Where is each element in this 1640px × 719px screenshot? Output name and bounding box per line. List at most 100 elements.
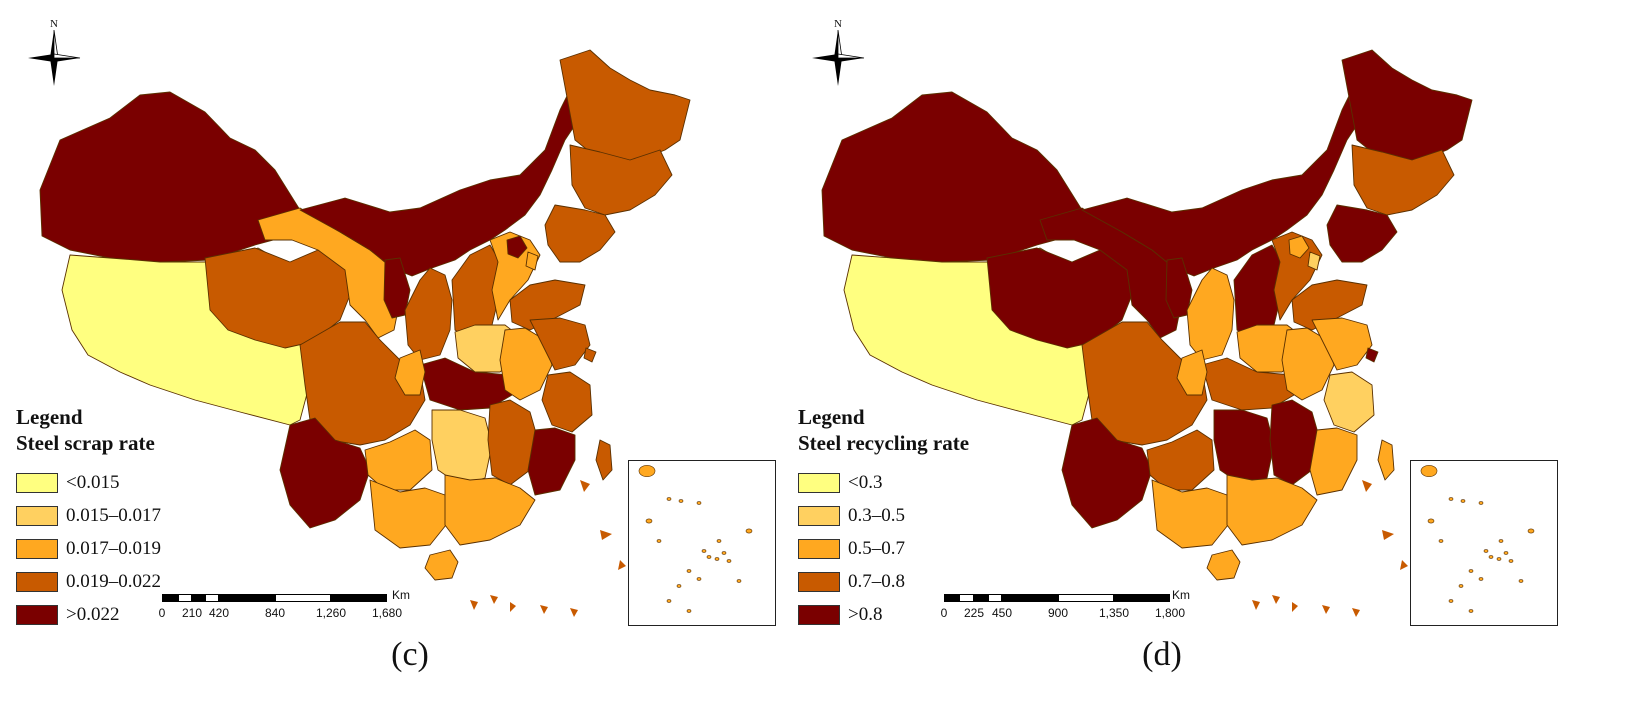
legend-item: >0.022 xyxy=(16,598,161,631)
province-yunnan xyxy=(1061,417,1153,529)
province-anhui xyxy=(499,327,553,401)
island xyxy=(1322,605,1330,614)
province-guangdong xyxy=(1226,474,1318,546)
inset-island xyxy=(1478,577,1484,581)
scale-tick: 0 xyxy=(940,606,948,620)
inset-island xyxy=(721,551,727,555)
island xyxy=(540,605,548,614)
scale-tick: 450 xyxy=(991,606,1013,620)
legend-subtitle: Steel scrap rate xyxy=(16,431,155,455)
island xyxy=(1252,600,1260,610)
province-qinghai xyxy=(204,247,353,349)
province-anhui xyxy=(1281,327,1335,401)
inset-island xyxy=(1496,557,1502,561)
legend-title: Legend xyxy=(798,405,865,429)
compass-icon xyxy=(28,29,81,86)
legend-swatch xyxy=(16,472,58,493)
inset-island xyxy=(1427,518,1435,524)
inset-island xyxy=(686,569,692,573)
legend: Legend Steel scrap rate <0.015 0.015–0.0… xyxy=(16,404,161,631)
province-inner-mongolia xyxy=(1081,71,1378,277)
province-xinjiang xyxy=(39,91,301,263)
province-taiwan xyxy=(595,439,613,481)
province-taiwan xyxy=(1377,439,1395,481)
inset-island xyxy=(645,518,653,524)
south-china-sea-inset xyxy=(628,460,776,626)
inset-island xyxy=(666,497,672,501)
island xyxy=(600,530,612,540)
panel-caption: (d) xyxy=(1142,636,1182,673)
legend-label: >0.022 xyxy=(66,603,120,625)
legend-item: 0.019–0.022 xyxy=(16,565,161,598)
legend-label: 0.019–0.022 xyxy=(66,570,161,592)
scale-tick: 1,260 xyxy=(315,606,347,620)
legend-swatch xyxy=(16,604,58,625)
legend-item: >0.8 xyxy=(798,598,969,631)
legend-swatch xyxy=(798,604,840,625)
inset-island xyxy=(1438,539,1444,543)
inset-island xyxy=(716,539,722,543)
inset-island xyxy=(696,501,702,505)
province-jilin xyxy=(1351,144,1455,216)
scale-tick: 210 xyxy=(181,606,203,620)
island xyxy=(1292,602,1298,612)
inset-island xyxy=(638,465,656,477)
legend-swatch xyxy=(798,505,840,526)
island xyxy=(570,608,578,617)
inset-island xyxy=(1448,599,1454,603)
province-shanghai xyxy=(583,347,597,363)
legend-swatch xyxy=(798,472,840,493)
province-shaanxi xyxy=(404,267,453,361)
inset-island xyxy=(736,579,742,583)
legend-item: 0.017–0.019 xyxy=(16,532,161,565)
legend-label: 0.3–0.5 xyxy=(848,504,905,526)
legend-swatch xyxy=(798,571,840,592)
inset-island xyxy=(1448,497,1454,501)
inset-island xyxy=(686,609,692,613)
province-zhejiang xyxy=(1323,371,1375,433)
province-xinjiang xyxy=(821,91,1083,263)
map-panel-c: N Legend Steel scrap rate <0.015 0.015–0… xyxy=(16,18,776,673)
legend-label: 0.015–0.017 xyxy=(66,504,161,526)
china-map-c xyxy=(39,49,691,617)
inset-island xyxy=(696,577,702,581)
island xyxy=(1382,530,1394,540)
province-jiangsu xyxy=(1311,317,1373,371)
north-label: N xyxy=(834,18,842,30)
inset-island xyxy=(701,549,707,553)
province-shandong xyxy=(509,279,586,331)
legend-item: 0.7–0.8 xyxy=(798,565,969,598)
inset-island xyxy=(706,555,712,559)
legend: Legend Steel recycling rate <0.3 0.3–0.5… xyxy=(798,404,969,631)
north-label: N xyxy=(50,18,58,30)
inset-island xyxy=(1420,465,1438,477)
inset-island xyxy=(1527,528,1535,534)
map-panel-d: N Legend Steel recycling rate <0.3 0.3–0… xyxy=(782,0,1602,719)
legend-label: >0.8 xyxy=(848,603,883,625)
legend-subtitle: Steel recycling rate xyxy=(798,431,970,455)
scale-tick: 420 xyxy=(208,606,230,620)
compass-icon xyxy=(812,29,865,86)
scale-tick: 1,680 xyxy=(371,606,403,620)
inset-island xyxy=(676,584,682,588)
legend-item: <0.3 xyxy=(798,466,969,499)
province-jilin xyxy=(569,144,673,216)
province-hunan xyxy=(431,409,493,486)
panel-caption: (c) xyxy=(391,636,429,673)
province-beijing xyxy=(1288,235,1310,259)
legend-title: Legend xyxy=(16,405,83,429)
scale-tick: 225 xyxy=(963,606,985,620)
province-inner-mongolia xyxy=(299,71,596,277)
island xyxy=(1362,480,1372,492)
inset-island xyxy=(1488,555,1494,559)
province-guizhou xyxy=(364,429,433,491)
legend-swatch xyxy=(16,505,58,526)
legend-label: 0.017–0.019 xyxy=(66,537,161,559)
island xyxy=(1400,560,1408,570)
island xyxy=(1352,608,1360,617)
province-chongqing xyxy=(394,349,426,396)
legend-swatch xyxy=(16,538,58,559)
scale-unit: Km xyxy=(1172,588,1190,602)
inset-island xyxy=(1503,551,1509,555)
legend-item: <0.015 xyxy=(16,466,161,499)
